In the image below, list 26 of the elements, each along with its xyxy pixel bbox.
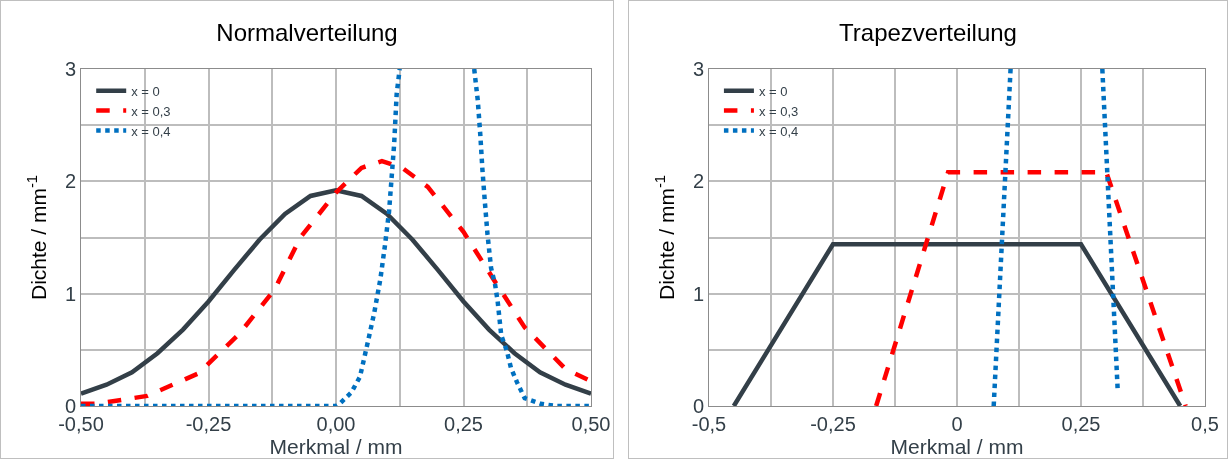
legend-label: x = 0,3: [758, 103, 799, 119]
x-tick-label: -0,25: [185, 413, 232, 435]
line-series: [81, 158, 591, 406]
legend-label: x = 0,4: [758, 123, 799, 139]
legend-label: x = 0: [131, 83, 160, 99]
legend-label: x = 0,3: [131, 103, 171, 119]
x-tick-label: 0: [951, 413, 963, 435]
x-tick-label: 0,25: [444, 413, 483, 435]
chart-title: Trapezverteilung: [839, 18, 1017, 46]
y-tick-label: 1: [692, 282, 704, 305]
x-tick-label: 0,00: [316, 413, 356, 435]
x-tick-label: 0,25: [1061, 413, 1101, 435]
x-tick-label: 0,5: [1191, 413, 1219, 435]
y-tick-label: 3: [64, 58, 76, 80]
legend-label: x = 0: [758, 83, 788, 99]
y-tick-label: 2: [692, 170, 704, 193]
x-tick-label: 0,50: [571, 413, 611, 435]
x-axis-title: Merkmal / mm: [269, 435, 403, 458]
y-tick-label: 3: [692, 58, 704, 80]
x-axis-title: Merkmal / mm: [890, 435, 1024, 458]
x-tick-label: -0,25: [810, 413, 856, 435]
y-tick-label: 2: [64, 170, 76, 193]
line-series: [81, 188, 591, 396]
legend-label: x = 0,4: [131, 123, 171, 139]
y-tick-label: 1: [64, 282, 76, 305]
chart-title: Normalverteilung: [216, 18, 398, 46]
